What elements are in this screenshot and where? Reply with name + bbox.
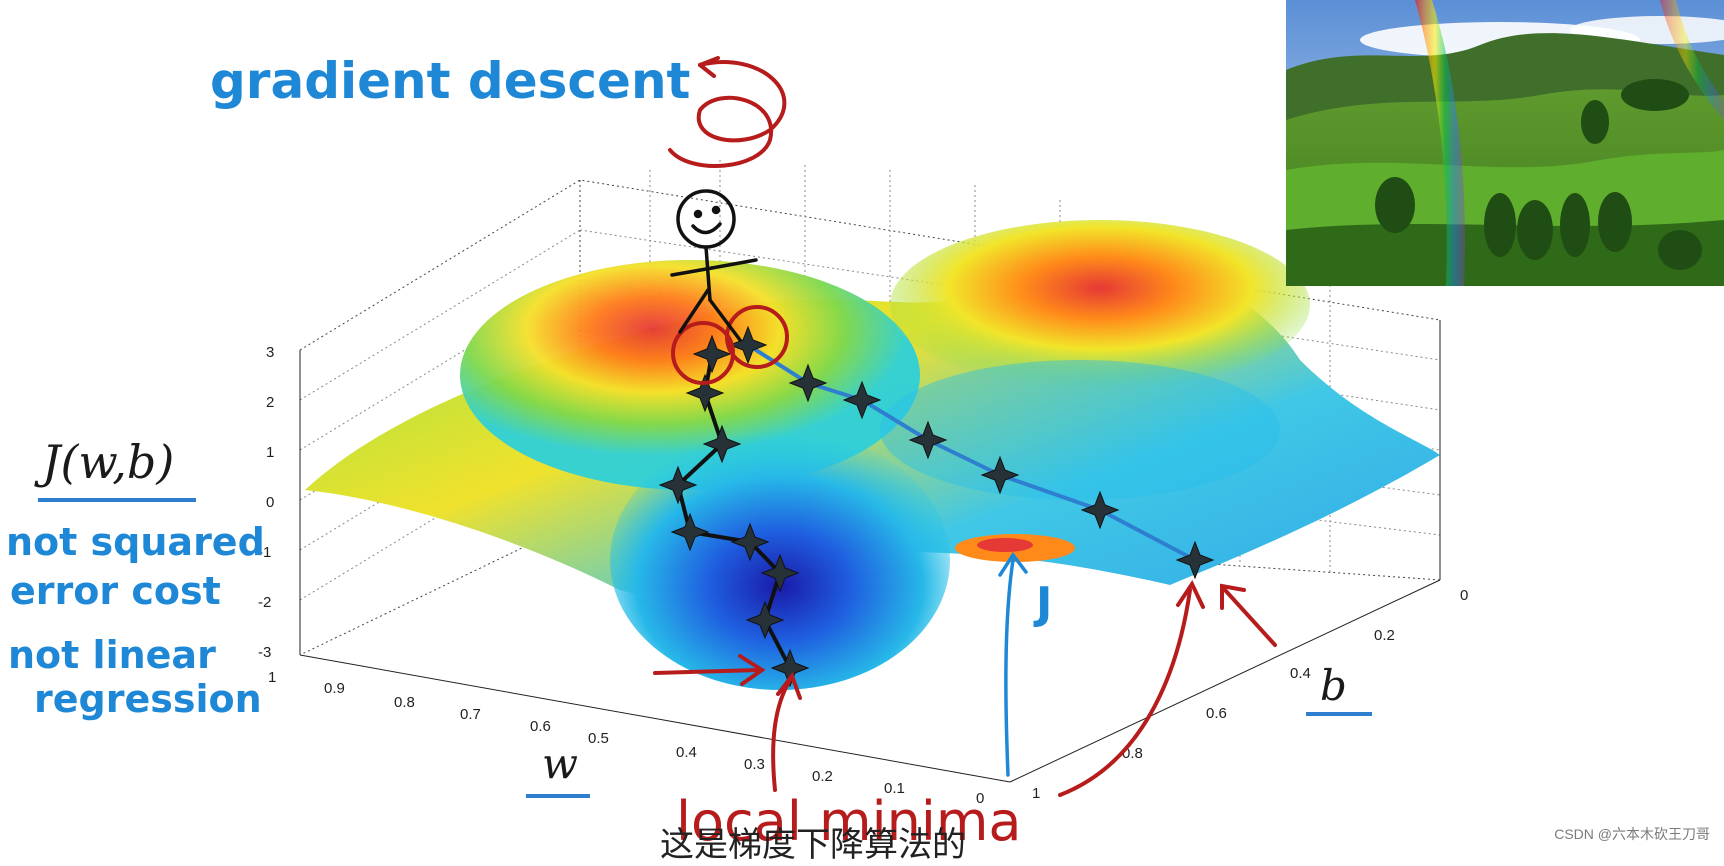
note-line: not squared (6, 520, 265, 564)
w-tick: 0.3 (744, 756, 765, 773)
step-star-icon (702, 424, 742, 464)
z-tick: 3 (266, 344, 274, 361)
z-axis-ticks: 3 2 1 0 -1 -2 -3 (258, 344, 274, 661)
cost-label: J(w,b) (34, 435, 174, 489)
step-star-icon (728, 325, 768, 365)
stick-figure-icon (670, 189, 758, 342)
step-star-icon (670, 512, 710, 552)
z-tick: 2 (266, 394, 274, 411)
step-star-icon (770, 648, 810, 688)
minima-arrows (653, 579, 1277, 797)
step-star-icon (908, 420, 948, 460)
step-star-icon (842, 380, 882, 420)
w-tick: 0.7 (460, 706, 481, 723)
z-tick: -2 (258, 594, 271, 611)
step-star-icon (692, 334, 732, 374)
w-tick: 0.2 (812, 768, 833, 785)
landscape-photo (1286, 0, 1724, 286)
step-star-icon (1175, 540, 1215, 580)
b-tick: 0.2 (1374, 627, 1395, 644)
w-tick: 0.5 (588, 730, 609, 747)
cost-surface (305, 220, 1440, 690)
b-axis-label: b (1320, 661, 1347, 710)
step-star-icon (1080, 490, 1120, 530)
z-tick: -3 (258, 644, 271, 661)
step-markers (658, 325, 1215, 688)
w-tick: 0.6 (530, 718, 551, 735)
w-axis-label: w (542, 739, 578, 788)
z-tick: 1 (266, 444, 274, 461)
step-star-icon (745, 600, 785, 640)
w-tick: 1 (268, 669, 276, 686)
b-tick: 0 (1460, 587, 1468, 604)
w-tick: 0.9 (324, 680, 345, 697)
note-line: regression (34, 677, 262, 721)
surface-label: J (1033, 578, 1052, 629)
b-axis-ticks: 0 0.2 0.4 0.6 0.8 1 (1032, 587, 1468, 802)
z-tick: 0 (266, 494, 274, 511)
minima-label: local minima (676, 790, 1022, 848)
start-circles (671, 305, 789, 385)
step-star-icon (788, 363, 828, 403)
diagram-canvas: 3 2 1 0 -1 -2 -3 1 0.9 0.8 0.7 0.6 0.5 0… (6, 0, 1724, 848)
note-line: not linear (8, 633, 216, 677)
step-star-icon (685, 373, 725, 413)
z-tick: -1 (258, 544, 271, 561)
w-tick: 0 (976, 790, 984, 807)
video-subtitle: 这是梯度下降算法的 (660, 826, 966, 864)
w-axis-ticks: 1 0.9 0.8 0.7 0.6 0.5 0.4 0.3 0.2 0.1 0 (268, 669, 984, 807)
b-tick: 1 (1032, 785, 1040, 802)
note-line: error cost (10, 569, 221, 613)
surface-arrow (998, 551, 1028, 777)
step-star-icon (730, 522, 770, 562)
w-tick: 0.8 (394, 694, 415, 711)
b-tick: 0.4 (1290, 665, 1311, 682)
step-star-icon (658, 465, 698, 505)
dizzy-spiral-icon (668, 56, 787, 168)
w-tick: 0.1 (884, 780, 905, 797)
b-tick: 0.6 (1206, 705, 1227, 722)
w-tick: 0.4 (676, 744, 697, 761)
step-star-icon (760, 553, 800, 593)
watermark: CSDN @六本木砍王刀哥 (1554, 826, 1710, 842)
title: gradient descent (210, 52, 690, 110)
step-star-icon (980, 455, 1020, 495)
